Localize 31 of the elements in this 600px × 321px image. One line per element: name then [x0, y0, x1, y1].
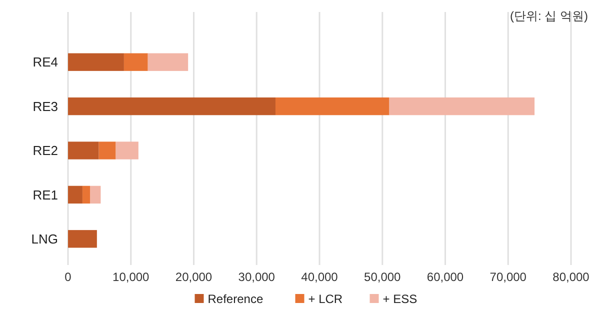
- bar: [275, 97, 390, 116]
- x-tick-label: 40,000: [301, 270, 338, 284]
- bar: [68, 142, 99, 160]
- bar: [116, 142, 138, 160]
- y-tick-label: RE4: [32, 54, 58, 70]
- bar: [68, 230, 97, 248]
- bar: [98, 142, 116, 160]
- x-tick-label: 0: [64, 270, 72, 284]
- bar: [389, 97, 535, 116]
- legend-label: Reference: [208, 292, 264, 306]
- bar: [82, 186, 90, 204]
- x-tick-label: 80,000: [552, 270, 590, 284]
- bar: [90, 186, 101, 204]
- y-tick-label: RE1: [32, 187, 58, 202]
- bar: [68, 186, 82, 204]
- bar: [68, 97, 276, 116]
- legend-label: + ESS: [382, 292, 418, 306]
- x-tick-label: 50,000: [364, 270, 402, 284]
- bar: [124, 53, 148, 71]
- x-tick-label: 20,000: [175, 270, 212, 284]
- x-tick-label: 70,000: [490, 270, 527, 284]
- x-tick-label: 30,000: [238, 270, 276, 284]
- bar: [68, 53, 124, 71]
- annotation: (단위: 십 억원): [510, 9, 588, 23]
- x-tick-label: 60,000: [426, 270, 464, 284]
- legend-label: + LCR: [308, 292, 343, 306]
- bar: [148, 53, 188, 71]
- y-tick-label: RE3: [32, 98, 58, 114]
- y-tick-label: LNG: [31, 231, 58, 246]
- y-tick-label: RE2: [32, 143, 58, 158]
- x-tick-label: 10,000: [112, 270, 150, 284]
